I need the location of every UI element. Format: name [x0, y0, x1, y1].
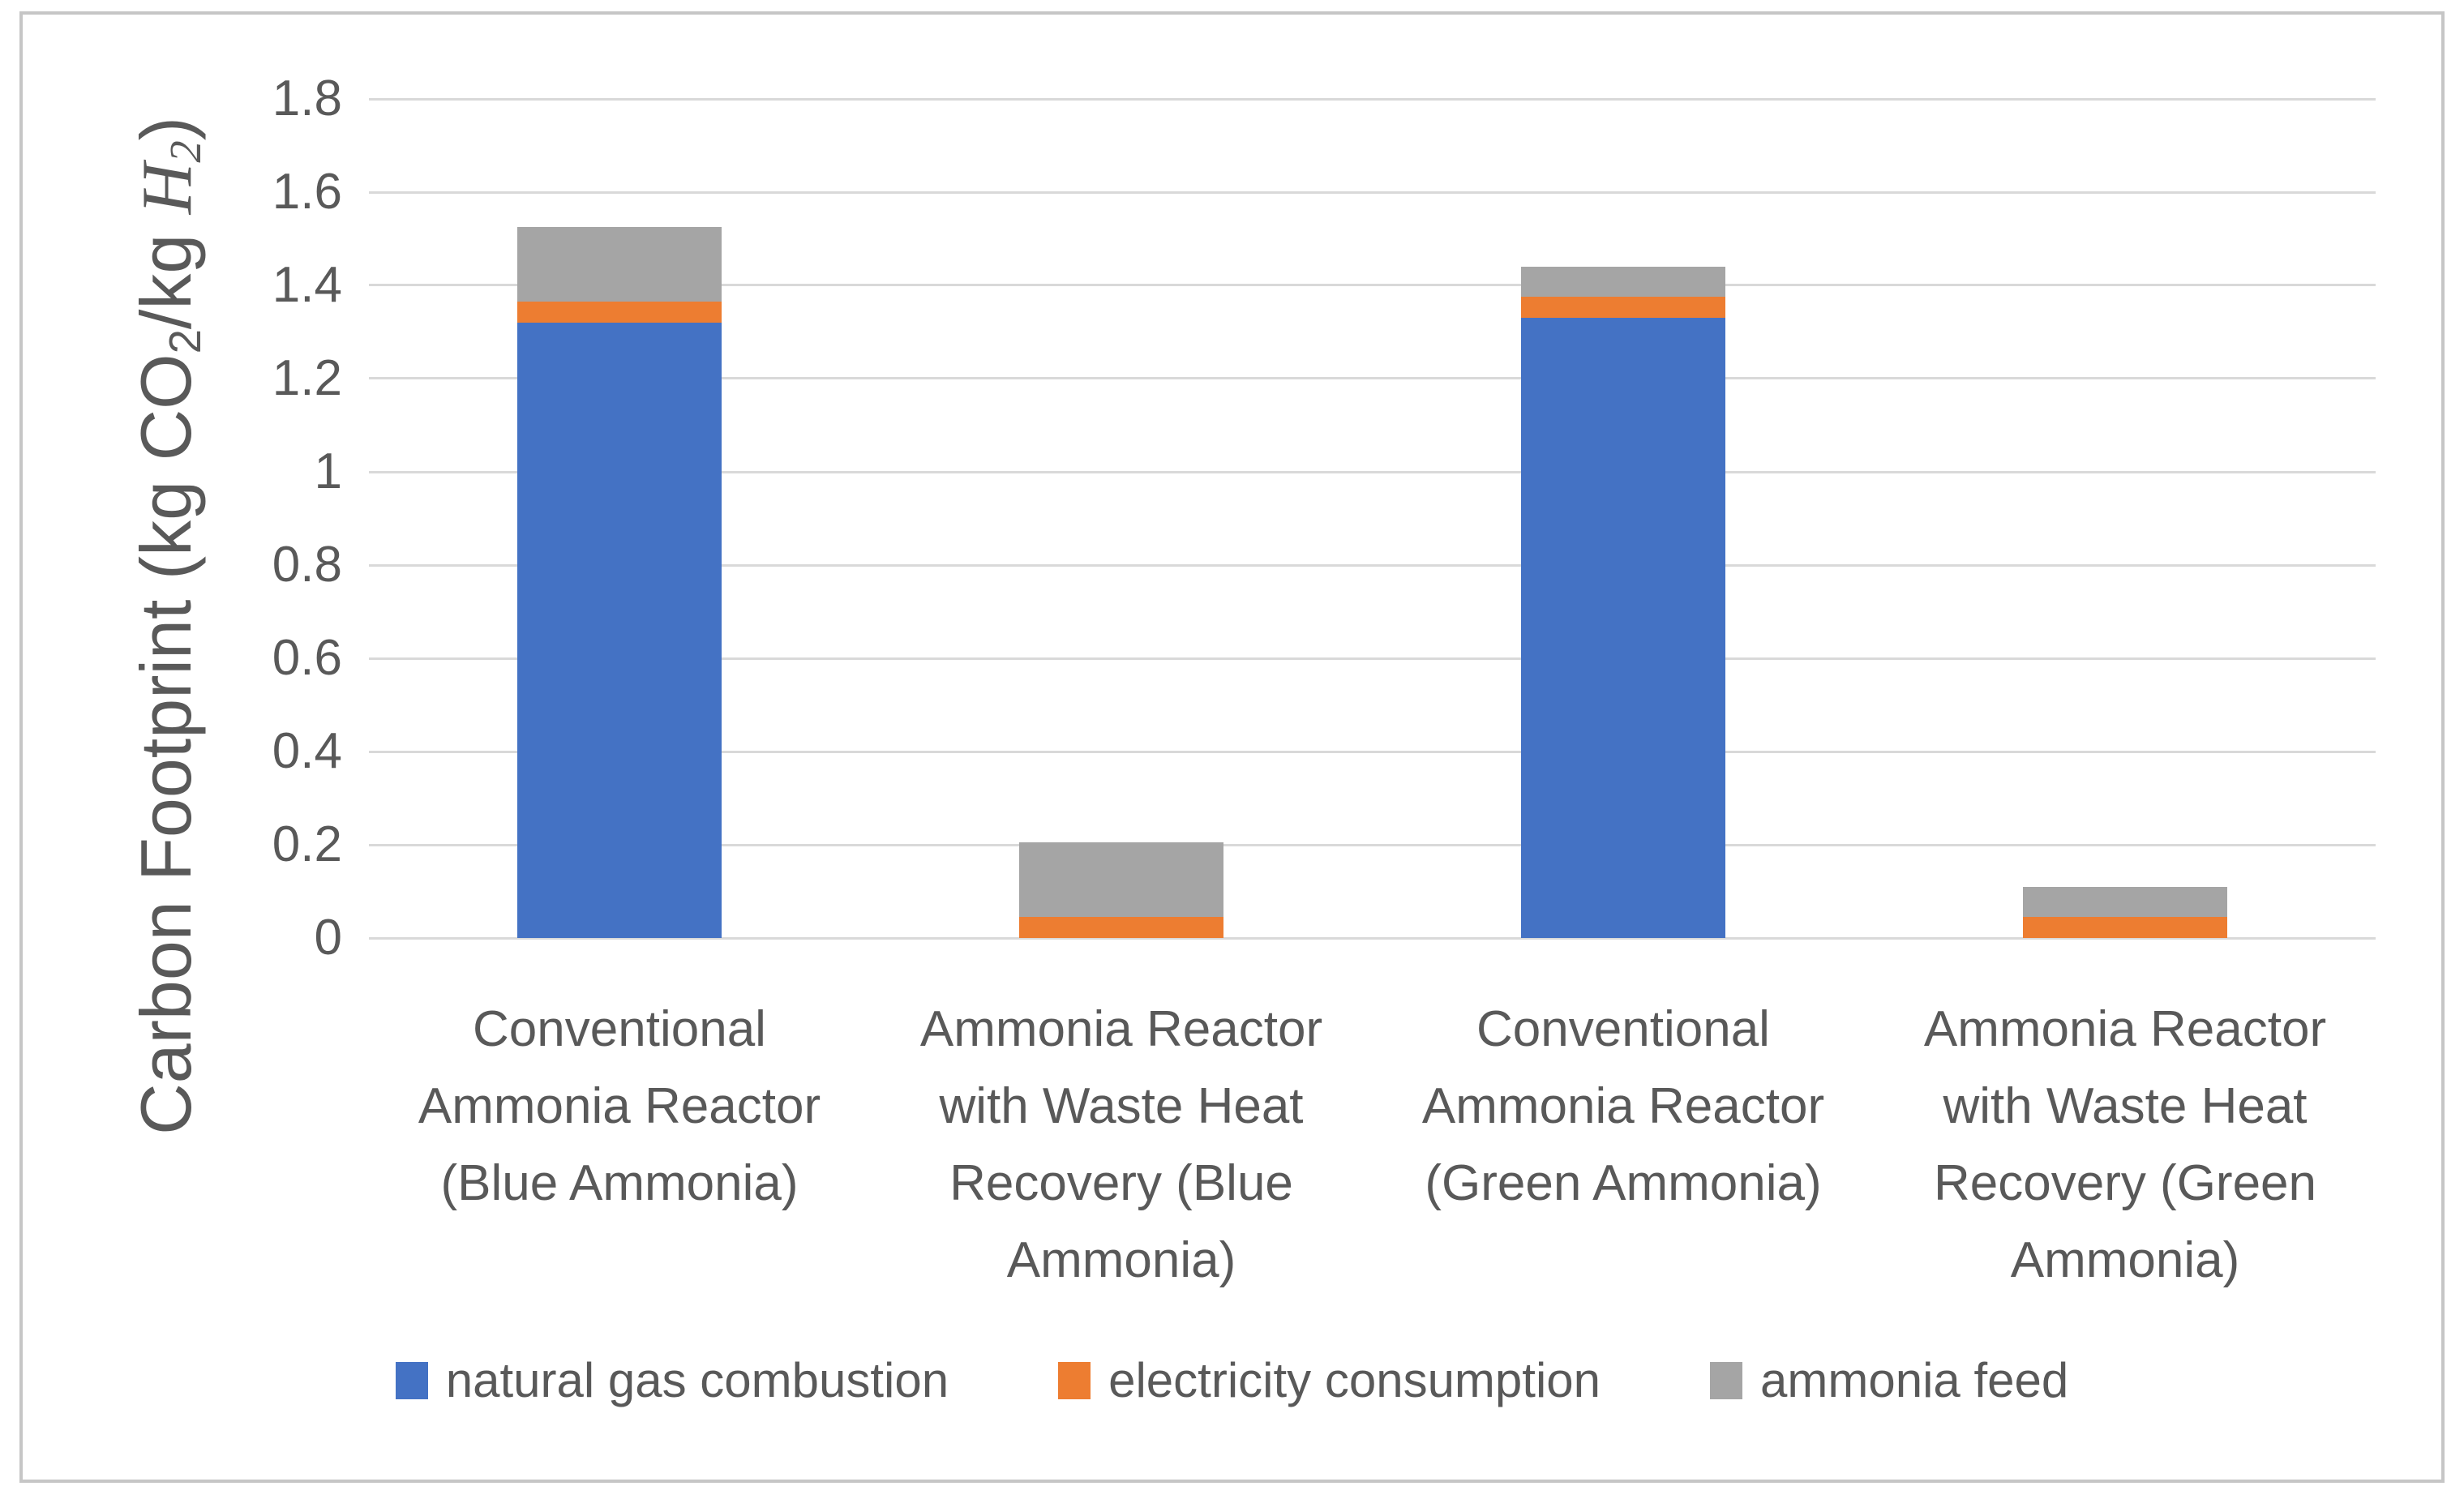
- y-tick-label: 0: [314, 910, 342, 966]
- category-label-line: with Waste Heat: [1943, 1078, 2308, 1134]
- category-label: Ammonia Reactor with Waste Heat Recovery (…: [878, 991, 1365, 1299]
- bar-segment-natural-gas-combustion: [1521, 318, 1725, 938]
- category-label-line: Ammonia Reactor: [418, 1078, 821, 1134]
- y-axis-title-part: ): [126, 117, 206, 141]
- category-label: Conventional Ammonia Reactor (Blue Ammonia…: [376, 991, 863, 1222]
- legend-label: electricity consumption: [1108, 1353, 1601, 1407]
- legend-swatch-icon: [1710, 1361, 1743, 1399]
- y-axis-title-part: 2: [161, 329, 210, 354]
- y-tick-label: 0.4: [272, 723, 342, 779]
- legend-label: ammonia feed: [1760, 1353, 2069, 1407]
- gridline: [369, 98, 2376, 101]
- category-label-line: Ammonia Reactor: [919, 1001, 1323, 1057]
- gridline: [369, 937, 2376, 940]
- category-label-line: Recovery (Green: [1933, 1155, 2317, 1211]
- y-tick-label: 1.4: [272, 257, 342, 313]
- bar-segment-ammonia-feed: [1019, 842, 1223, 917]
- y-axis-title-part: Carbon Footprint (kg CO: [126, 353, 206, 1135]
- bar-segment-electricity-consumption: [2023, 917, 2227, 938]
- y-axis-title-part: H: [128, 162, 207, 215]
- y-axis-title-part: 2: [161, 140, 210, 163]
- gridline: [369, 377, 2376, 379]
- gridline: [369, 284, 2376, 286]
- legend-label: natural gas combustion: [445, 1353, 949, 1407]
- y-tick-label: 1.6: [272, 164, 342, 220]
- category-label-line: (Green Ammonia): [1425, 1155, 1822, 1211]
- legend: natural gas combustion electricity consum…: [0, 1352, 2464, 1408]
- legend-item-electricity-consumption: electricity consumption: [1058, 1352, 1601, 1408]
- legend-item-natural-gas-combustion: natural gas combustion: [395, 1352, 949, 1408]
- y-tick-label: 0.2: [272, 816, 342, 872]
- bar-segment-electricity-consumption: [1019, 917, 1223, 938]
- category-label-line: Ammonia Reactor: [1923, 1001, 2327, 1057]
- gridline: [369, 844, 2376, 846]
- y-tick-label: 1: [314, 443, 342, 499]
- y-axis-title: Carbon Footprint (kg CO2/kg H2): [122, 18, 211, 1234]
- y-tick-label: 1.8: [272, 71, 342, 126]
- bar-segment-electricity-consumption: [1521, 297, 1725, 318]
- category-label-line: with Waste Heat: [939, 1078, 1304, 1134]
- y-tick-label: 0.6: [272, 630, 342, 686]
- legend-swatch-icon: [1058, 1361, 1091, 1399]
- y-tick-label: 0.8: [272, 537, 342, 593]
- legend-item-ammonia-feed: ammonia feed: [1710, 1352, 2068, 1408]
- category-label-line: Conventional: [473, 1001, 766, 1057]
- bar-segment-ammonia-feed: [2023, 887, 2227, 917]
- bar-segment-ammonia-feed: [517, 227, 722, 302]
- category-label-line: Ammonia): [2010, 1232, 2240, 1288]
- bar-segment-natural-gas-combustion: [517, 323, 722, 938]
- gridline: [369, 657, 2376, 660]
- y-axis-title-part: /kg: [126, 214, 206, 330]
- category-label: Ammonia Reactor with Waste Heat Recovery (…: [1882, 991, 2368, 1299]
- gridline: [369, 751, 2376, 753]
- gridline: [369, 471, 2376, 473]
- chart-frame: [19, 11, 2445, 1483]
- category-label-line: Ammonia Reactor: [1421, 1078, 1825, 1134]
- category-label-line: Ammonia): [1006, 1232, 1236, 1288]
- category-label-line: Conventional: [1476, 1001, 1770, 1057]
- bar-segment-electricity-consumption: [517, 302, 722, 323]
- category-label-line: Recovery (Blue: [949, 1155, 1293, 1211]
- legend-swatch-icon: [395, 1361, 428, 1399]
- bar-segment-ammonia-feed: [1521, 267, 1725, 297]
- gridline: [369, 564, 2376, 567]
- gridline: [369, 191, 2376, 194]
- y-tick-label: 1.2: [272, 350, 342, 406]
- category-label: Conventional Ammonia Reactor (Green Ammoni…: [1380, 991, 1866, 1222]
- category-label-line: (Blue Ammonia): [440, 1155, 799, 1211]
